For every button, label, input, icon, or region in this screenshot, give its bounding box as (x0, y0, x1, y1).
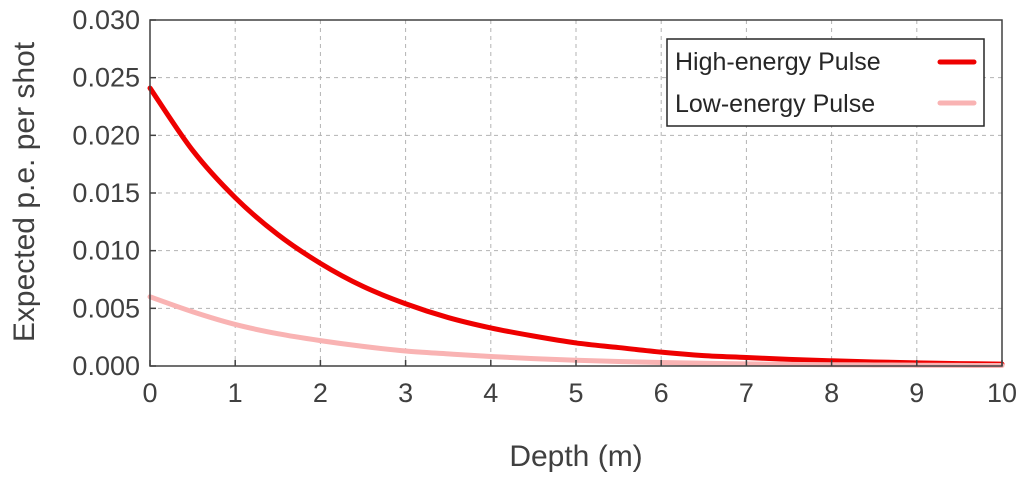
series-layer (147, 85, 1005, 369)
x-tick-label: 0 (142, 378, 157, 408)
x-tick-label: 10 (987, 378, 1017, 408)
x-axis-label: Depth (m) (509, 440, 642, 473)
y-tick-label: 0.010 (72, 236, 140, 266)
y-tick-label: 0.005 (72, 293, 140, 323)
x-tick-label: 9 (909, 378, 924, 408)
plot-frame (149, 19, 1003, 367)
series-line-high-energy (147, 85, 1005, 367)
x-tick-label: 6 (654, 378, 669, 408)
tick-labels: 0 1 2 3 4 5 6 7 8 9 10 0.000 0.005 0.010 0.015 0.020 0.0… (72, 5, 1017, 408)
x-tick-label: 5 (568, 378, 583, 408)
x-tick-label: 2 (313, 378, 328, 408)
series-line-low-energy (147, 294, 1005, 369)
x-tick-label: 4 (483, 378, 498, 408)
y-tick-label: 0.000 (72, 351, 140, 381)
axes (149, 19, 1003, 367)
y-tick-label: 0.015 (72, 178, 140, 208)
x-tick-label: 1 (228, 378, 243, 408)
x-tick-label: 3 (398, 378, 413, 408)
legend: High-energy Pulse Low-energy Pulse (666, 38, 985, 127)
y-tick-label: 0.030 (72, 5, 140, 35)
y-tick-label: 0.025 (72, 63, 140, 93)
y-tick-label: 0.020 (72, 120, 140, 150)
legend-box (666, 38, 985, 127)
y-axis-label: Expected p.e. per shot (8, 41, 41, 342)
legend-label-high-energy: High-energy Pulse (675, 48, 881, 76)
x-tick-label: 7 (739, 378, 754, 408)
legend-label-low-energy: Low-energy Pulse (675, 90, 875, 118)
x-tick-label: 8 (824, 378, 839, 408)
